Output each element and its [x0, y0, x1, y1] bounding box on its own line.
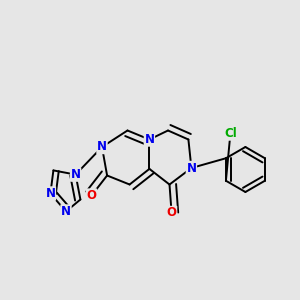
Text: N: N [45, 187, 56, 200]
Text: N: N [61, 205, 71, 218]
Text: O: O [86, 189, 97, 202]
Text: N: N [186, 161, 197, 175]
Text: Cl: Cl [224, 127, 237, 140]
Text: O: O [167, 206, 177, 220]
Text: N: N [144, 133, 154, 146]
Text: N: N [97, 140, 107, 154]
Text: N: N [70, 168, 81, 181]
